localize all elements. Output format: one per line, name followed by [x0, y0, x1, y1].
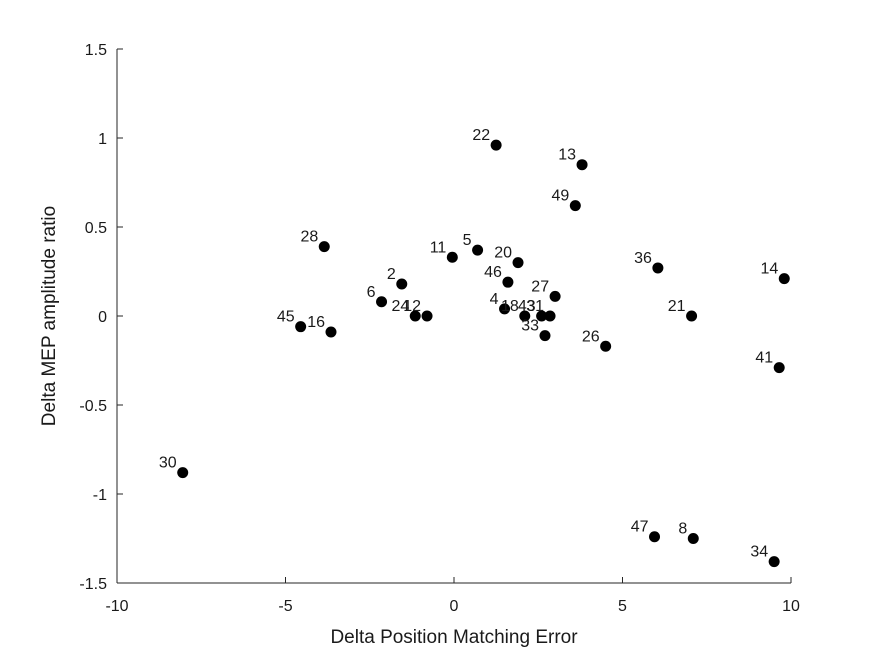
data-point-label: 26 [582, 328, 600, 345]
x-tick-label: 5 [618, 598, 627, 615]
data-points [177, 139, 790, 568]
y-tick-label: -0.5 [79, 398, 107, 415]
data-point [472, 244, 484, 256]
y-ticks: -1.5 -1 -0.5 0 0.5 1 1.5 [79, 42, 123, 593]
y-tick-label: -1.5 [79, 576, 107, 593]
data-point-label: 41 [755, 350, 773, 367]
data-point-label: 45 [277, 309, 295, 326]
data-point-label: 2 [387, 266, 396, 283]
y-axis-label: Delta MEP amplitude ratio [39, 206, 60, 426]
data-point [569, 200, 581, 212]
data-point [539, 330, 551, 342]
data-point-label: 11 [430, 239, 447, 256]
data-point [768, 556, 780, 568]
data-point [177, 467, 189, 479]
data-point-label: 6 [367, 284, 376, 301]
data-point-label: 49 [552, 188, 570, 205]
data-point [687, 533, 699, 544]
data-point [499, 303, 511, 315]
data-point [295, 321, 307, 333]
data-point-label: 22 [472, 127, 490, 144]
data-point-label: 12 [403, 298, 421, 315]
data-point [536, 310, 548, 322]
data-point-label: 36 [634, 250, 652, 267]
data-point [778, 273, 790, 285]
data-point-label: 21 [668, 298, 686, 315]
x-tick-label: 0 [450, 598, 459, 615]
x-ticks: -10 -5 0 5 10 [105, 577, 800, 615]
data-point [576, 159, 588, 171]
data-point-label: 46 [484, 264, 502, 281]
data-point [446, 251, 458, 263]
y-tick-label: 0 [98, 309, 107, 326]
data-point-label: 47 [631, 519, 649, 536]
y-tick-label: 1.5 [85, 42, 107, 59]
data-point [652, 262, 664, 274]
x-tick-label: 10 [782, 598, 800, 615]
data-point [649, 531, 661, 543]
data-point [544, 310, 556, 322]
x-tick-label: -10 [105, 598, 128, 615]
data-point-label: 8 [678, 521, 687, 538]
data-point [512, 257, 524, 269]
y-tick-label: 0.5 [85, 220, 107, 237]
data-point-label: 43 [518, 298, 536, 315]
data-point-label: 16 [307, 314, 325, 331]
y-tick-label: 1 [98, 131, 107, 148]
data-point [318, 241, 330, 253]
data-point-label: 34 [750, 544, 768, 561]
data-point [549, 290, 561, 302]
data-point-label: 33 [521, 318, 539, 335]
data-point-label: 28 [300, 229, 318, 246]
data-point [376, 296, 388, 308]
data-point [773, 362, 785, 374]
data-point-label: 20 [494, 245, 512, 262]
x-tick-label: -5 [278, 598, 292, 615]
data-point [490, 139, 502, 151]
data-point [421, 310, 433, 322]
data-point [409, 310, 421, 322]
data-point [686, 310, 698, 322]
data-point [600, 340, 612, 352]
data-point-label: 13 [558, 147, 576, 164]
data-point [325, 326, 337, 338]
data-point [519, 310, 531, 322]
data-point-label: 24 [391, 298, 409, 315]
data-point-label: 18 [501, 298, 519, 315]
data-point-label: 5 [463, 232, 472, 249]
data-point-label: 31 [526, 298, 544, 315]
data-point-label: 27 [531, 278, 549, 295]
y-tick-label: -1 [93, 487, 107, 504]
data-point-label: 4 [490, 291, 499, 308]
data-point-label: 30 [159, 455, 177, 472]
data-point-label: 14 [760, 261, 778, 278]
data-point [502, 276, 514, 288]
data-point [396, 278, 408, 290]
x-axis-label: Delta Position Matching Error [330, 627, 578, 648]
